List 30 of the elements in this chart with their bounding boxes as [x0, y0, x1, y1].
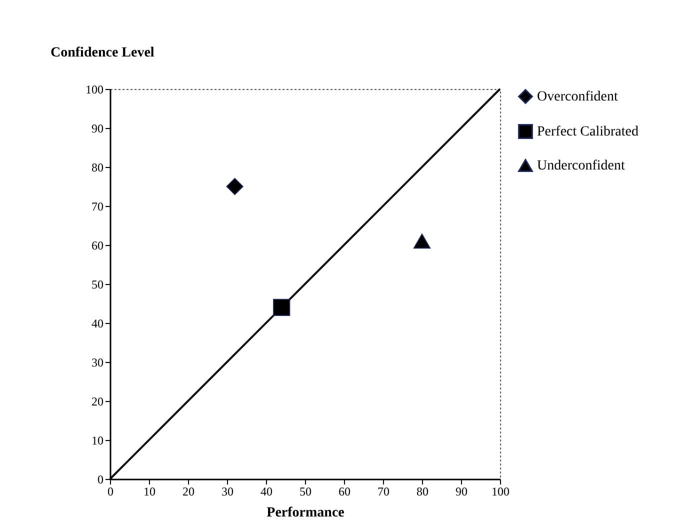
- y-tick-label: 80: [92, 160, 104, 174]
- y-tick-label: 90: [92, 122, 104, 136]
- x-tick-label: 90: [456, 484, 468, 498]
- x-tick-label: 10: [144, 484, 156, 498]
- y-tick-label: 40: [92, 316, 104, 330]
- x-tick-label: 100: [492, 484, 510, 498]
- y-tick-label: 10: [92, 434, 104, 448]
- point: [226, 178, 244, 196]
- y-tick-label: 0: [98, 472, 104, 486]
- x-tick-label: 50: [300, 484, 312, 498]
- y-tick-label: 20: [92, 394, 104, 408]
- x-tick-label: 40: [260, 484, 272, 498]
- y-tick-label: 70: [92, 200, 104, 214]
- x-tick-label: 20: [182, 484, 194, 498]
- x-tick-label: 80: [416, 484, 428, 498]
- legend-label: Overconfident: [537, 90, 618, 104]
- y-axis-title: Confidence Level: [50, 46, 154, 60]
- y-tick-label: 50: [92, 278, 104, 292]
- legend-label: Underconfident: [537, 158, 625, 174]
- y-tick-label: 30: [92, 356, 104, 370]
- x-axis-title: Performance: [266, 506, 344, 520]
- x-tick-label: 70: [378, 484, 390, 498]
- y-tick-label: 100: [86, 82, 104, 96]
- x-tick-label: 60: [338, 484, 350, 498]
- x-tick-label: 30: [222, 484, 234, 498]
- point: [413, 234, 431, 249]
- x-tick-label: 0: [108, 484, 114, 498]
- point: [273, 298, 290, 316]
- legend-label: Perfect Calibrated: [537, 124, 638, 140]
- y-tick-label: 60: [92, 238, 104, 252]
